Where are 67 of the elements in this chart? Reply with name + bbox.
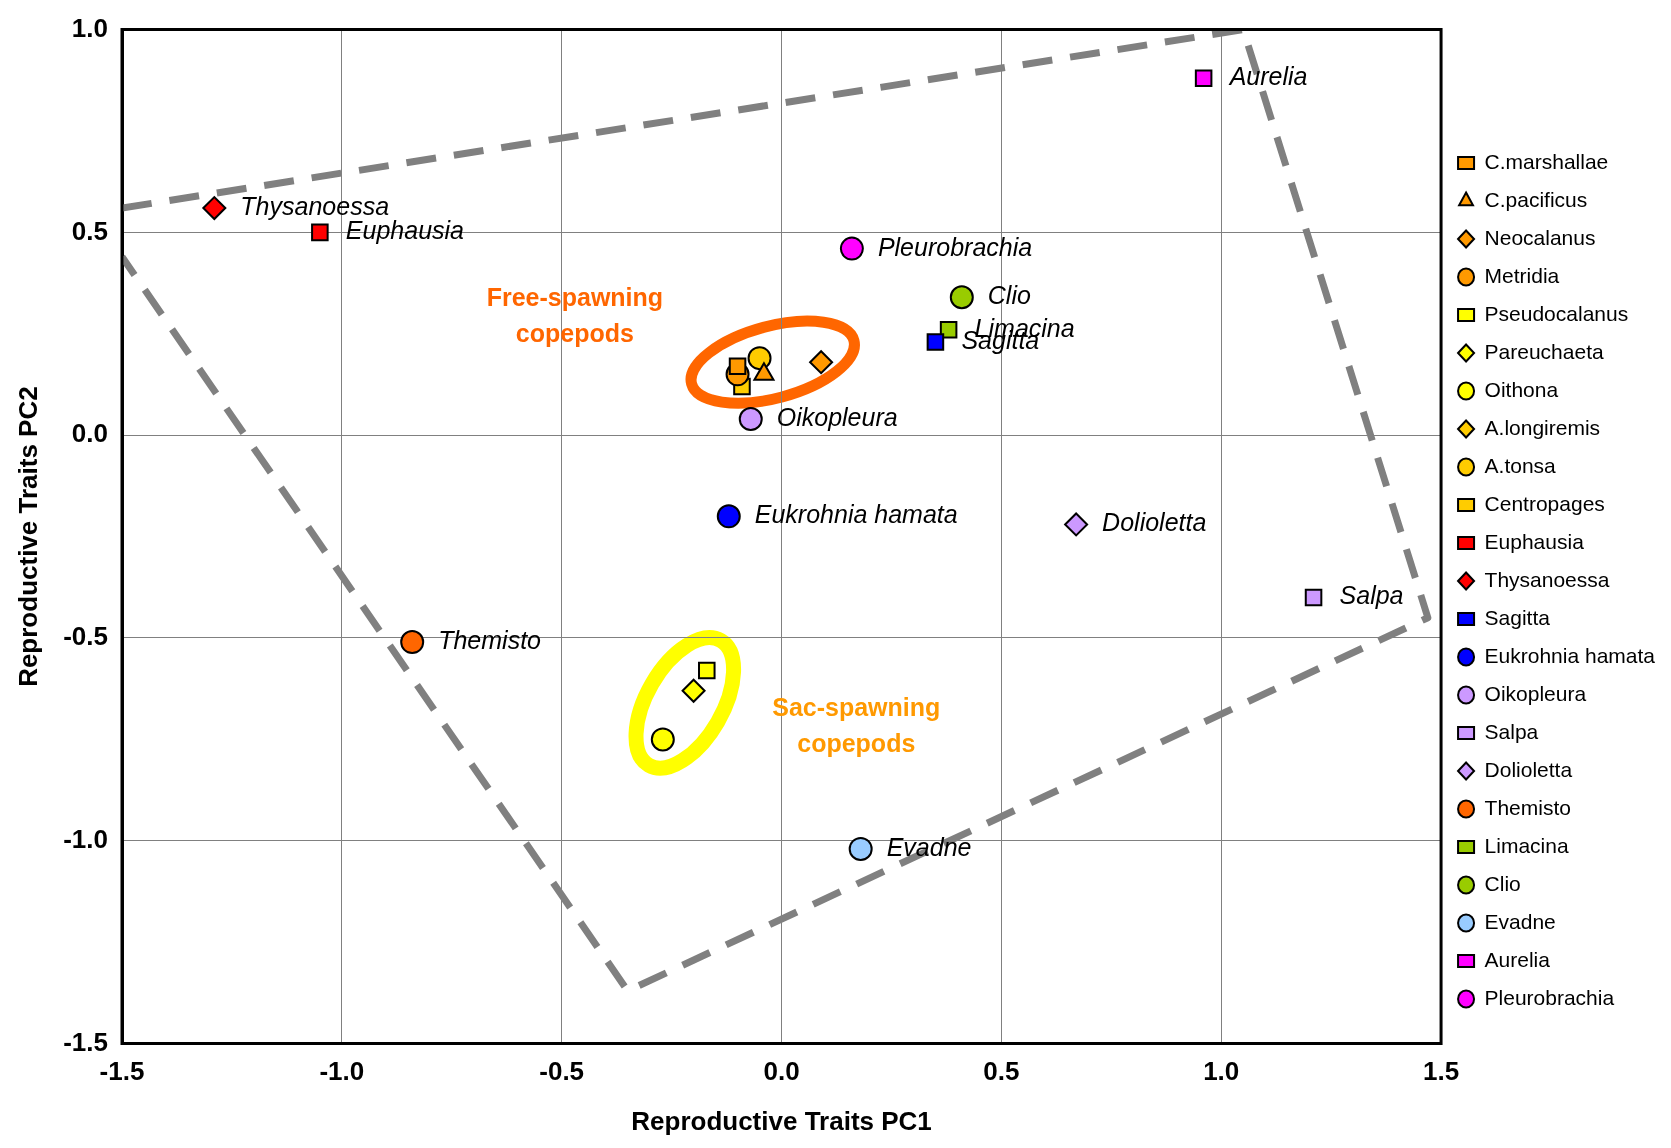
legend-label: Neocalanus: [1484, 225, 1596, 249]
legend-label: C.pacificus: [1484, 187, 1588, 211]
point: [311, 223, 329, 242]
legend-label: Aurelia: [1484, 947, 1551, 971]
legend-label: Oithona: [1484, 377, 1559, 401]
point: [202, 196, 227, 221]
annotation: Free-spawning copepods: [486, 283, 664, 348]
legend-label: Evadne: [1484, 909, 1556, 933]
point: [1304, 588, 1323, 607]
legend-label: A.tonsa: [1484, 453, 1557, 477]
point: [1064, 512, 1089, 537]
legend-label: Clio: [1484, 871, 1521, 895]
y-tick-label: -0.5: [63, 621, 108, 652]
point: [1194, 69, 1213, 88]
point: [681, 678, 706, 703]
y-tick-label: 0.0: [71, 418, 108, 449]
x-tick-label: -1.0: [319, 1056, 365, 1087]
legend-label: C.marshallae: [1484, 149, 1609, 173]
point: [747, 346, 772, 371]
x-axis-title: Reproductive Traits PC1: [631, 1105, 932, 1136]
legend-label: A.longiremis: [1484, 415, 1601, 439]
annotation: Themisto: [438, 626, 542, 655]
point: [926, 333, 945, 351]
point: [848, 836, 873, 861]
annotation: Eukrohnia hamata: [754, 500, 958, 529]
y-tick-label: -1.5: [63, 1026, 108, 1057]
point: [698, 661, 716, 680]
y-axis-title: Reproductive Traits PC2: [12, 386, 43, 687]
point: [839, 236, 864, 261]
legend-label: Euphausia: [1484, 529, 1585, 553]
legend-label: Pleurobrachia: [1484, 985, 1615, 1009]
point: [650, 727, 675, 752]
y-tick-label: 1.0: [71, 12, 108, 43]
legend-label: Sagitta: [1484, 605, 1551, 629]
point: [949, 285, 974, 310]
x-tick-label: -1.5: [99, 1056, 145, 1087]
legend-label: Thysanoessa: [1484, 567, 1610, 591]
annotation: Clio: [987, 281, 1031, 310]
annotation: Oikopleura: [776, 402, 898, 431]
legend-label: Limacina: [1484, 833, 1569, 857]
point: [738, 406, 763, 431]
x-tick-label: 1.5: [1422, 1056, 1460, 1087]
x-tick-label: 0.5: [983, 1056, 1020, 1087]
x-tick-label: -0.5: [539, 1056, 585, 1087]
annotation: Dolioletta: [1102, 508, 1207, 537]
x-tick-label: 0.0: [763, 1056, 800, 1087]
legend-label: Salpa: [1484, 719, 1539, 743]
legend-label: Themisto: [1484, 795, 1571, 819]
annotation: Salpa: [1339, 581, 1404, 610]
legend-label: Pareuchaeta: [1484, 339, 1604, 363]
legend-label: Centropages: [1484, 491, 1605, 515]
y-tick-label: 0.5: [71, 215, 108, 246]
annotation: Aurelia: [1227, 62, 1308, 91]
point: [400, 630, 425, 655]
point: [716, 504, 741, 529]
y-tick-label: -1.0: [63, 823, 108, 854]
legend-label: Pseudocalanus: [1484, 301, 1629, 325]
legend-label: Metridia: [1484, 263, 1560, 287]
point: [809, 350, 834, 375]
annotation: Pleurobrachia: [877, 232, 1033, 261]
annotation: Sac-spawning copepods: [772, 693, 941, 758]
annotation: Evadne: [886, 832, 972, 861]
point: [939, 320, 958, 339]
legend-label: Dolioletta: [1484, 757, 1573, 781]
legend-label: Eukrohnia hamata: [1484, 643, 1656, 667]
x-tick-label: 1.0: [1203, 1056, 1240, 1087]
legend-label: Oikopleura: [1484, 681, 1587, 705]
